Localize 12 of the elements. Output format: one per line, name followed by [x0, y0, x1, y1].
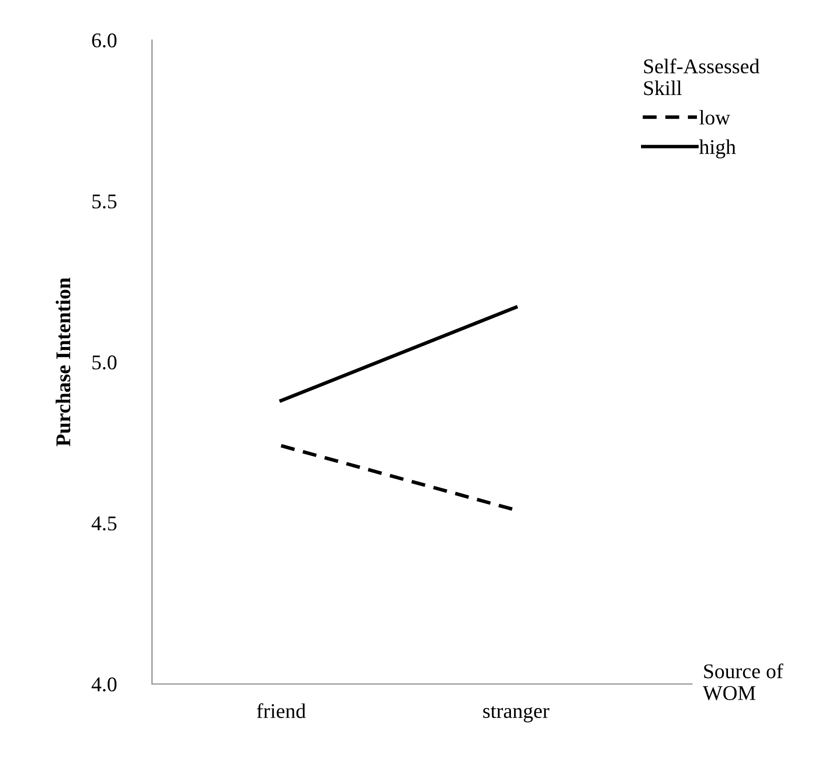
legend-label: high — [699, 139, 736, 158]
x-tick-label: stranger — [483, 706, 550, 722]
y-tick-label: 4.0 — [92, 677, 116, 692]
y-tick-label: 6.0 — [92, 33, 116, 48]
legend-label: low — [699, 110, 730, 125]
y-axis-title: Purchase Intention — [56, 278, 70, 446]
y-tick-label: 4.5 — [92, 516, 116, 531]
x-axis-title: Source of WOM — [702, 663, 784, 700]
legend-title: Self-Assessed Skill — [644, 58, 760, 96]
y-tick-label: 5.0 — [92, 355, 116, 370]
y-tick-label: 5.5 — [92, 194, 116, 209]
x-tick-label: friend — [256, 703, 306, 718]
